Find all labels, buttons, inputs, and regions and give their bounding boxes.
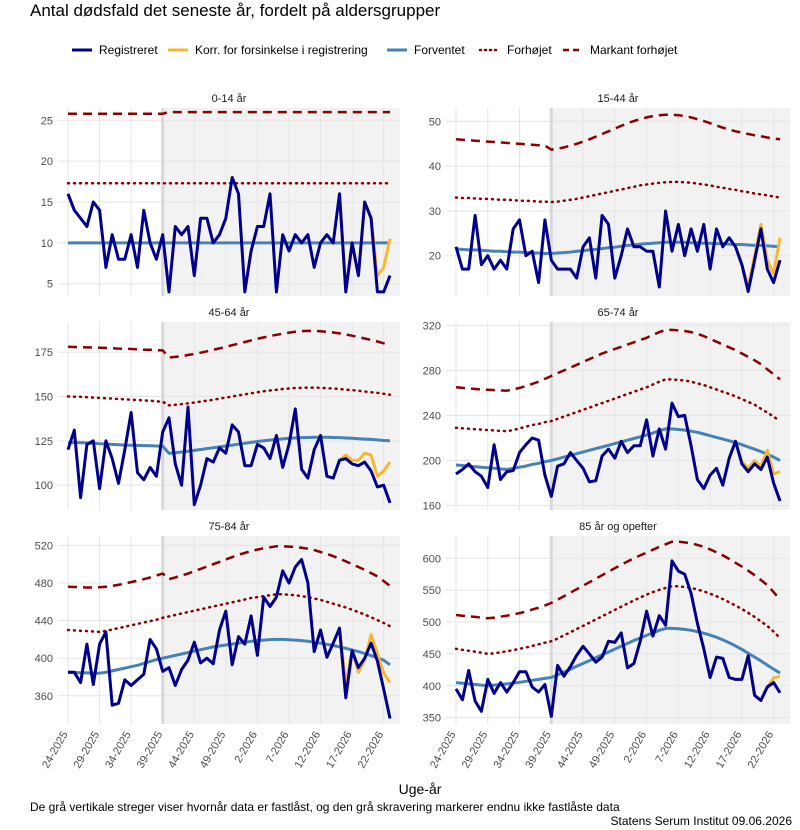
y-tick-label: 175	[35, 347, 53, 359]
x-tick-label: 22-2026	[746, 730, 777, 771]
source: Statens Serum Institut 09.06.2026	[611, 814, 793, 828]
x-tick-label: 7-2026	[653, 730, 681, 766]
y-tick-label: 520	[35, 540, 53, 552]
y-tick-label: 30	[429, 206, 441, 218]
series-line	[454, 209, 782, 293]
y-tick-label: 200	[423, 455, 441, 467]
series-line	[454, 180, 782, 204]
x-tick-label: 24-2025	[428, 730, 459, 771]
series-line	[67, 329, 391, 359]
x-tick-label: 44-2025	[166, 730, 197, 771]
y-tick-label: 20	[41, 156, 53, 168]
series-line	[66, 593, 392, 634]
panel-title: 45-64 år	[209, 307, 250, 319]
y-tick-label: 125	[35, 436, 53, 448]
series-line	[455, 540, 781, 620]
x-tick-label: 34-2025	[103, 730, 134, 771]
x-tick-label: 49-2025	[587, 730, 618, 771]
series-line	[68, 558, 392, 719]
legend-label: Markant forhøjet	[590, 43, 678, 57]
panel: 65-74 år 160 200 240 280 320	[423, 307, 790, 512]
y-tick-label: 10	[41, 238, 53, 250]
y-tick-label: 15	[41, 197, 53, 209]
series-line	[68, 110, 390, 115]
series-line	[454, 559, 782, 718]
x-tick-label: 39-2025	[135, 730, 166, 771]
panel: 45-64 år 100 125 150 175	[35, 307, 400, 510]
series-line	[66, 176, 392, 294]
y-tick-label: 100	[35, 480, 53, 492]
y-tick-label: 150	[35, 391, 53, 403]
series-line	[454, 378, 782, 433]
x-tick-label: 44-2025	[555, 730, 586, 771]
y-tick-label: 450	[423, 649, 441, 661]
panel: 15-44 år 20 30 40 50	[429, 93, 790, 296]
y-tick-label: 240	[423, 410, 441, 422]
unlocked-shade	[162, 322, 400, 510]
y-tick-label: 320	[423, 320, 441, 332]
y-tick-label: 360	[35, 691, 53, 703]
panel-title: 15-44 år	[598, 93, 639, 105]
x-tick-label: 49-2025	[198, 730, 229, 771]
x-tick-label: 2-2026	[622, 730, 650, 766]
x-tick-label: 29-2025	[460, 730, 491, 771]
x-tick-label: 17-2026	[714, 730, 745, 771]
y-tick-label: 600	[423, 553, 441, 565]
x-tick-label: 22-2026	[356, 730, 387, 771]
x-tick-label: 17-2026	[324, 730, 355, 771]
series-line	[455, 113, 781, 151]
y-tick-label: 350	[423, 713, 441, 725]
y-tick-label: 480	[35, 578, 53, 590]
chart-title: Antal dødsfald det seneste år, fordelt p…	[30, 1, 440, 20]
x-tick-label: 39-2025	[523, 730, 554, 771]
y-tick-label: 400	[35, 653, 53, 665]
panel-title: 75-84 år	[209, 521, 250, 533]
y-tick-label: 40	[429, 161, 441, 173]
series-line	[66, 405, 392, 507]
legend-label: Forventet	[414, 43, 465, 57]
series-line	[455, 401, 782, 502]
x-tick-label: 34-2025	[492, 730, 523, 771]
y-tick-label: 160	[423, 500, 441, 512]
panel-title: 65-74 år	[598, 307, 639, 319]
legend-label: Korr. for forsinkelse i registrering	[195, 43, 368, 57]
y-tick-label: 400	[423, 681, 441, 693]
series-line	[66, 386, 392, 407]
y-tick-label: 5	[47, 279, 53, 291]
panel: 0-14 år 5 10 15 20 25	[41, 93, 400, 296]
series-line	[455, 626, 781, 688]
legend-label: Forhøjet	[507, 43, 552, 57]
x-tick-label: 24-2025	[40, 730, 71, 771]
y-tick-label: 25	[41, 115, 53, 127]
x-tick-label: 2-2026	[232, 730, 260, 766]
panel-title: 85 år og opefter	[579, 521, 657, 533]
y-tick-label: 440	[35, 616, 53, 628]
series-line	[455, 328, 781, 392]
panel: 75-84 år 360 400 440 480 520 24-2025 29-2025 34-…	[35, 521, 400, 770]
legend-label: Registreret	[99, 43, 158, 57]
x-tick-label: 12-2026	[293, 730, 324, 771]
x-axis-title: Uge-år	[399, 781, 442, 797]
panel-title: 0-14 år	[212, 93, 247, 105]
panel: 85 år og opefter 350 400 450 500 550 600 24-202…	[423, 521, 790, 770]
y-tick-label: 500	[423, 617, 441, 629]
x-tick-label: 29-2025	[72, 730, 103, 771]
series-line	[454, 585, 782, 656]
x-tick-label: 12-2026	[682, 730, 713, 771]
y-tick-label: 50	[429, 116, 441, 128]
y-tick-label: 20	[429, 251, 441, 263]
series-line	[338, 451, 392, 478]
footnote: De grå vertikale streger viser hvornår d…	[30, 800, 620, 814]
x-tick-label: 7-2026	[264, 730, 292, 766]
y-tick-label: 550	[423, 585, 441, 597]
series-line	[67, 545, 391, 589]
series-line	[455, 427, 781, 471]
y-tick-label: 280	[423, 365, 441, 377]
